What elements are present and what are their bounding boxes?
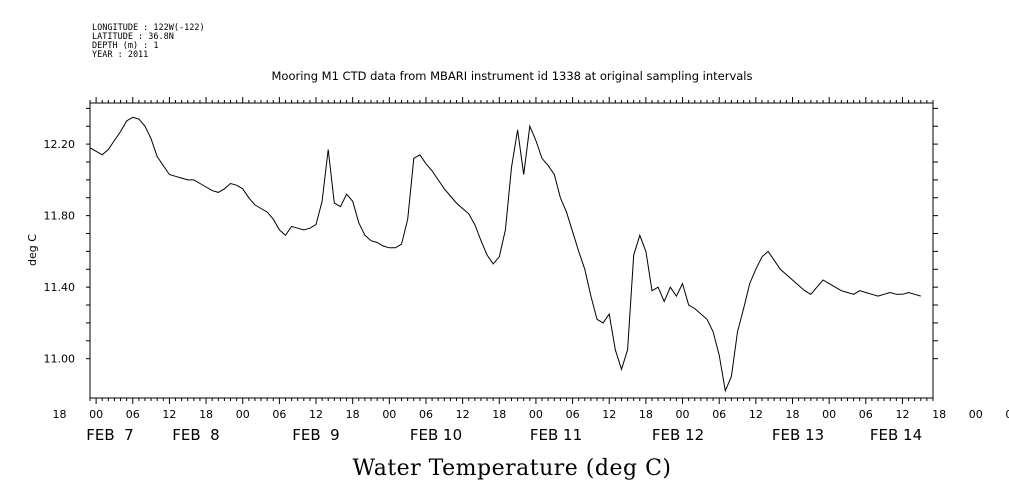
x-day-label: FEB 13 xyxy=(772,426,824,444)
x-hour-label: 06 xyxy=(712,408,726,421)
x-hour-label: 06 xyxy=(126,408,140,421)
x-day-label: FEB 10 xyxy=(410,426,462,444)
metadata-block: LONGITUDE : 122W(-122) LATITUDE : 36.8N … xyxy=(92,23,205,60)
x-day-label: FEB 9 xyxy=(292,426,339,444)
x-hour-label: 00 xyxy=(236,408,250,421)
x-day-label: FEB 12 xyxy=(652,426,704,444)
x-hour-label: 00 xyxy=(676,408,690,421)
meta-latitude: LATITUDE : 36.8N xyxy=(92,32,174,42)
x-day-label: FEB 7 xyxy=(86,426,133,444)
x-hour-label: 06 xyxy=(859,408,873,421)
plot-frame xyxy=(89,102,934,399)
meta-year: YEAR : 2011 xyxy=(92,50,148,60)
x-hour-label: 00 xyxy=(382,408,396,421)
x-hour-labels: 18 00 06 12 18 00 06 12 18 00 06 12 18 00 06 12 18 00 06 12… xyxy=(52,408,1009,421)
x-hour-label: 18 xyxy=(786,408,800,421)
x-hour-label: 06 xyxy=(419,408,433,421)
x-hour-label: 00 xyxy=(822,408,836,421)
x-hour-label: 12 xyxy=(456,408,470,421)
x-hour-label: 00 xyxy=(529,408,543,421)
x-hour-label: 00 xyxy=(969,408,983,421)
x-hour-label: 12 xyxy=(749,408,763,421)
x-day-label: FEB 11 xyxy=(530,426,582,444)
x-hour-label: 18 xyxy=(346,408,360,421)
x-hour-label: 06 xyxy=(1005,408,1009,421)
y-tick-label: 11.40 xyxy=(44,281,76,294)
x-hour-label: 00 xyxy=(89,408,103,421)
chart-title: Mooring M1 CTD data from MBARI instrumen… xyxy=(272,69,753,83)
x-day-labels: FEB 7 FEB 8 FEB 9 FEB 10 FEB 11 FEB 12 FEB 13 F… xyxy=(86,426,922,444)
x-hour-label: 18 xyxy=(492,408,506,421)
y-tick-label: 11.80 xyxy=(44,210,76,223)
x-day-label: FEB 8 xyxy=(172,426,219,444)
y-axis-label: deg C xyxy=(26,234,39,266)
x-hour-label: 06 xyxy=(272,408,286,421)
x-hour-label: 12 xyxy=(895,408,909,421)
y-tick-label: 12.20 xyxy=(44,138,76,151)
x-hour-label: 12 xyxy=(602,408,616,421)
ticks-layer xyxy=(86,97,938,404)
series-line-water-temperature xyxy=(89,116,921,393)
x-hour-label: 18 xyxy=(639,408,653,421)
x-hour-label: 18 xyxy=(52,408,66,421)
x-hour-label: 12 xyxy=(162,408,176,421)
x-hour-label: 12 xyxy=(309,408,323,421)
x-hour-label: 18 xyxy=(199,408,213,421)
meta-longitude: LONGITUDE : 122W(-122) xyxy=(92,23,205,33)
y-tick-label: 11.00 xyxy=(44,353,76,366)
x-hour-label: 06 xyxy=(566,408,580,421)
meta-depth: DEPTH (m) : 1 xyxy=(92,41,159,51)
x-day-label: FEB 14 xyxy=(870,426,922,444)
x-hour-label: 18 xyxy=(932,408,946,421)
y-tick-labels: 12.20 11.80 11.40 11.00 xyxy=(44,138,76,366)
x-axis-label: Water Temperature (deg C) xyxy=(353,456,672,481)
